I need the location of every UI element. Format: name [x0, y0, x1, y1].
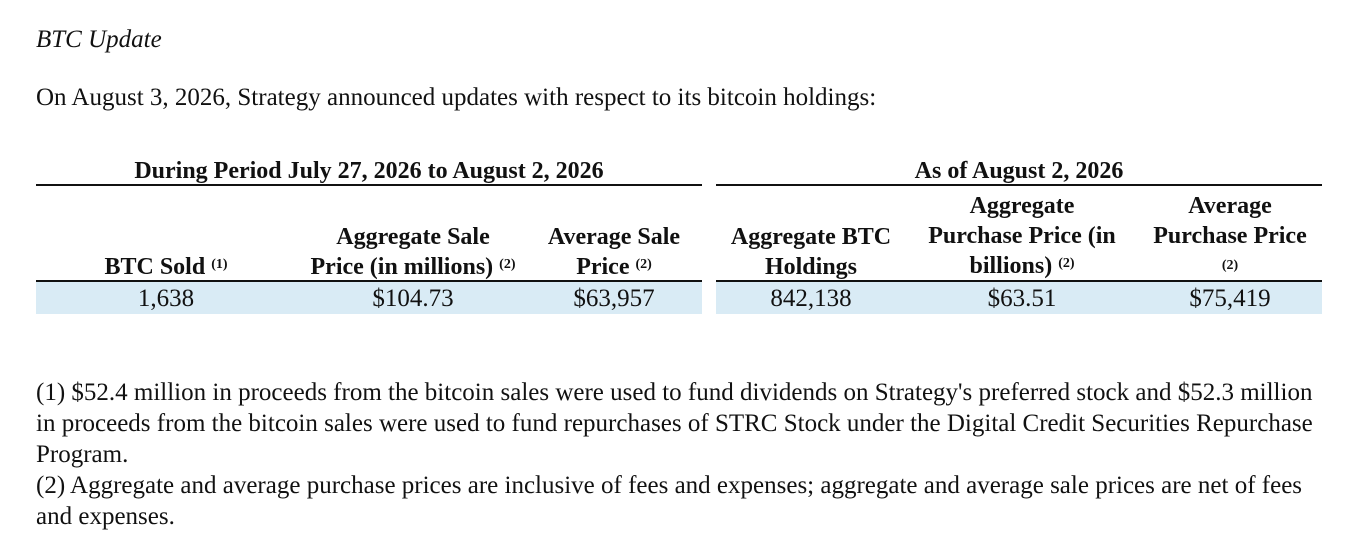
- footnote-ref: (2): [1058, 256, 1075, 271]
- header-rule-right: [716, 280, 1322, 282]
- cell-btc-sold: 1,638: [137, 285, 195, 312]
- col-header-aggregate-btc-holdings: Aggregate BTC Holdings: [716, 222, 906, 282]
- section-heading: BTC Update: [36, 26, 162, 53]
- col-header-aggregate-sale-price: Aggregate Sale Price (in millions) (2): [290, 222, 536, 282]
- cell-aggregate-btc-holdings: 842,138: [770, 285, 852, 312]
- cell-aggregate-sale-price: $104.73: [372, 285, 454, 312]
- col-header-line: Purchase Price (in: [928, 223, 1116, 249]
- header-rule-left: [36, 280, 702, 282]
- footnote-1: (1) $52.4 million in proceeds from the b…: [36, 379, 1313, 468]
- footnote-ref: (2): [1221, 258, 1239, 273]
- footnote-ref: (2): [635, 257, 652, 272]
- footnote-ref: (1): [211, 257, 228, 272]
- group-rule-left: [36, 184, 702, 186]
- col-header-btc-sold: BTC Sold (1): [36, 252, 296, 282]
- col-header-aggregate-purchase-price: Aggregate Purchase Price (in billions) (…: [912, 191, 1132, 281]
- group-header-as-of: As of August 2, 2026: [914, 158, 1124, 184]
- col-header-line: Aggregate: [969, 193, 1075, 219]
- cell-average-purchase-price: $75,419: [1189, 285, 1271, 312]
- group-rule-right: [716, 184, 1322, 186]
- col-header-label: BTC Sold: [104, 254, 206, 280]
- col-header-line: Price (in millions): [310, 254, 494, 280]
- table-row-band-left: [36, 282, 702, 314]
- intro-paragraph: On August 3, 2026, Strategy announced up…: [36, 84, 877, 111]
- footnote-2: (2) Aggregate and average purchase price…: [36, 472, 1303, 530]
- col-header-line: Aggregate BTC: [730, 224, 892, 250]
- col-header-average-sale-price: Average Sale Price (2): [536, 222, 692, 282]
- col-header-average-purchase-price: Average Purchase Price (2): [1138, 191, 1322, 281]
- col-header-line: Holdings: [764, 254, 858, 280]
- cell-average-sale-price: $63,957: [573, 285, 655, 312]
- table-row-band-right: [716, 282, 1322, 314]
- col-header-line: Purchase Price: [1153, 223, 1307, 249]
- cell-aggregate-purchase-price: $63.51: [987, 285, 1057, 312]
- footnote-ref: (2): [499, 257, 516, 272]
- col-header-line: Average Sale: [547, 224, 681, 250]
- col-header-line: billions): [969, 253, 1053, 279]
- group-header-period: During Period July 27, 2026 to August 2,…: [134, 158, 604, 184]
- col-header-line: Average: [1188, 193, 1272, 219]
- col-header-line: Aggregate Sale: [336, 224, 490, 250]
- col-header-line: Price: [576, 254, 630, 280]
